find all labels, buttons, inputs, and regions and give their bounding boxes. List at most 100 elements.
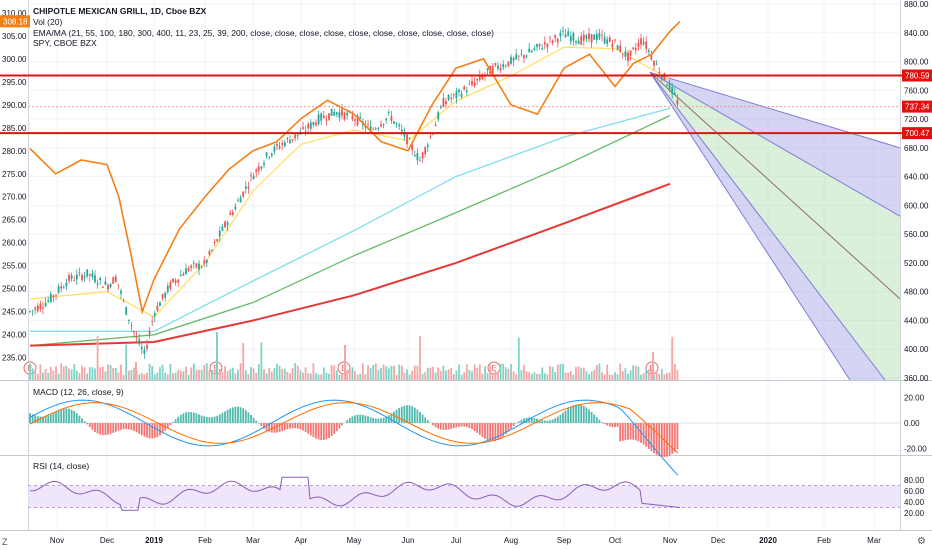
candle-body bbox=[634, 47, 637, 51]
macd-histogram-bar bbox=[673, 423, 676, 452]
fan-line bbox=[649, 71, 901, 217]
macd-histogram-bar bbox=[159, 423, 161, 436]
macd-histogram-bar bbox=[29, 413, 31, 423]
macd-histogram-bar bbox=[606, 423, 609, 426]
candle-body bbox=[281, 142, 284, 145]
macd-histogram-bar bbox=[52, 413, 55, 423]
volume-bar bbox=[198, 369, 200, 380]
price-pane[interactable]: EEEEE bbox=[0, 20, 932, 381]
fan-line bbox=[649, 71, 901, 300]
right-axis-tick: 440.00 bbox=[904, 316, 929, 325]
macd-histogram-bar bbox=[86, 423, 89, 425]
candle-body bbox=[372, 129, 375, 131]
macd-histogram-bar bbox=[203, 416, 206, 423]
candle-body bbox=[549, 37, 551, 39]
macd-histogram-bar bbox=[374, 418, 377, 423]
x-axis-tick: Aug bbox=[504, 536, 518, 545]
macd-histogram-bar bbox=[450, 423, 453, 429]
volume-bar bbox=[75, 370, 78, 380]
macd-histogram-bar bbox=[281, 423, 284, 432]
x-axis-tick: Nov bbox=[50, 536, 64, 545]
volume-bar bbox=[525, 371, 528, 380]
macd-histogram-bar bbox=[569, 406, 572, 423]
settings-gear-icon[interactable]: ⚙ bbox=[917, 536, 926, 547]
volume-bar bbox=[78, 372, 81, 380]
candle-body bbox=[504, 66, 507, 67]
fan-line bbox=[649, 72, 851, 381]
volume-bar bbox=[452, 374, 455, 380]
rsi-pane[interactable] bbox=[28, 476, 900, 511]
macd-histogram-bar bbox=[473, 423, 476, 432]
volume-bar bbox=[229, 369, 232, 380]
volume-bar bbox=[268, 368, 271, 380]
candle-body bbox=[627, 52, 629, 62]
candle-body bbox=[569, 35, 572, 42]
candle-body bbox=[237, 200, 239, 202]
volume-bar bbox=[450, 367, 453, 380]
candle-body bbox=[88, 274, 91, 276]
candle-body bbox=[252, 176, 255, 180]
volume-legend[interactable]: Vol (20) bbox=[33, 16, 63, 27]
volume-bar bbox=[289, 373, 291, 380]
volume-bar bbox=[476, 367, 479, 380]
volume-bar bbox=[213, 368, 216, 380]
moving-average-line bbox=[29, 46, 671, 318]
macd-histogram-bar bbox=[387, 415, 390, 423]
volume-histogram bbox=[29, 332, 679, 380]
volume-bar bbox=[634, 365, 637, 380]
volume-bar bbox=[39, 364, 42, 380]
candle-body bbox=[658, 72, 661, 73]
symbol-title[interactable]: CHIPOTLE MEXICAN GRILL, 1D, Cboe BZX bbox=[33, 6, 207, 16]
volume-bar bbox=[47, 372, 50, 380]
candle-body bbox=[523, 54, 525, 58]
candle-body bbox=[333, 112, 336, 116]
volume-bar bbox=[94, 368, 96, 380]
candle-body bbox=[278, 146, 281, 149]
ema-legend[interactable]: EMA/MA (21, 55, 100, 180, 300, 400, 11, … bbox=[33, 27, 494, 38]
macd-histogram-bar bbox=[187, 411, 190, 423]
volume-bar bbox=[517, 337, 520, 380]
candle-body bbox=[312, 122, 315, 125]
volume-bar bbox=[231, 367, 234, 380]
volume-bar bbox=[338, 374, 341, 380]
macd-histogram-bar bbox=[455, 423, 458, 428]
spy-legend[interactable]: SPY, CBOE BZX bbox=[33, 38, 97, 49]
candle-body bbox=[250, 175, 252, 177]
macd-histogram-bar bbox=[237, 406, 239, 423]
macd-label[interactable]: MACD (12, 26, close, 9) bbox=[33, 387, 124, 397]
volume-bar bbox=[281, 369, 284, 380]
macd-histogram-bar bbox=[195, 413, 198, 423]
candle-body bbox=[395, 123, 398, 124]
macd-histogram-bar bbox=[595, 417, 598, 423]
volume-bar bbox=[174, 372, 177, 380]
volume-bar bbox=[270, 371, 273, 380]
volume-bar bbox=[252, 368, 255, 380]
macd-histogram-bar bbox=[523, 418, 525, 423]
candle-body bbox=[68, 274, 70, 282]
candle-body bbox=[75, 274, 78, 280]
candle-body bbox=[530, 50, 533, 53]
macd-pane[interactable] bbox=[28, 399, 900, 476]
candle-body bbox=[31, 310, 34, 312]
volume-bar bbox=[182, 371, 185, 380]
macd-histogram-bar bbox=[629, 423, 632, 440]
macd-histogram-bar bbox=[211, 417, 213, 423]
volume-bar bbox=[161, 364, 164, 380]
candle-body bbox=[338, 112, 341, 118]
macd-histogram-bar bbox=[143, 423, 146, 437]
price-tag: 780.59 bbox=[905, 71, 930, 80]
left-axis-tick: 295.00 bbox=[2, 78, 27, 87]
rsi-axis-tick: 80.00 bbox=[904, 476, 925, 485]
volume-bar bbox=[138, 374, 141, 380]
candle-body bbox=[468, 83, 471, 85]
macd-histogram-bar bbox=[650, 423, 653, 452]
x-axis-tick: Apr bbox=[295, 536, 308, 545]
candle-body bbox=[595, 33, 598, 40]
rsi-label[interactable]: RSI (14, close) bbox=[33, 461, 90, 471]
timezone-toggle[interactable]: Z bbox=[2, 537, 8, 547]
candle-body bbox=[650, 55, 653, 60]
candle-body bbox=[36, 305, 39, 312]
volume-bar bbox=[536, 373, 538, 380]
x-axis-tick: Feb bbox=[198, 536, 212, 545]
